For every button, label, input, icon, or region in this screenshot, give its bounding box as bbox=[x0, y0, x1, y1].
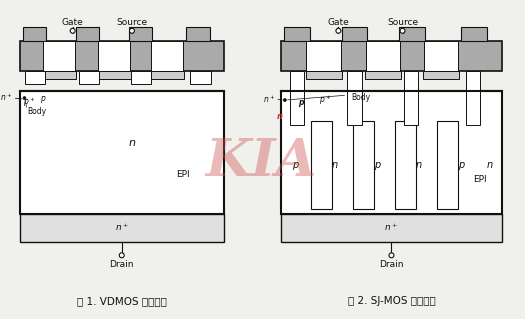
Bar bbox=[19, 91, 224, 214]
Text: EPI: EPI bbox=[176, 170, 190, 179]
Bar bbox=[423, 70, 459, 79]
Bar bbox=[186, 27, 209, 41]
Bar bbox=[466, 70, 480, 125]
Bar bbox=[19, 41, 224, 70]
Text: 图 1. VDMOS 工艺结构: 图 1. VDMOS 工艺结构 bbox=[77, 296, 166, 307]
Bar bbox=[281, 214, 502, 241]
Bar bbox=[424, 41, 458, 70]
Bar bbox=[23, 27, 46, 41]
Bar bbox=[290, 70, 304, 125]
Circle shape bbox=[130, 28, 134, 33]
Bar bbox=[151, 70, 184, 79]
Bar bbox=[281, 41, 502, 70]
Text: $n^+$: $n^+$ bbox=[115, 222, 129, 234]
Bar bbox=[79, 70, 99, 84]
Circle shape bbox=[389, 253, 394, 258]
Text: n: n bbox=[332, 160, 338, 170]
Bar bbox=[98, 41, 130, 70]
Circle shape bbox=[336, 28, 341, 33]
Text: Source: Source bbox=[387, 18, 418, 27]
Bar bbox=[404, 70, 418, 125]
Bar bbox=[311, 121, 332, 209]
Bar bbox=[131, 70, 151, 84]
Text: p: p bbox=[458, 160, 464, 170]
Bar bbox=[342, 27, 367, 41]
Bar bbox=[43, 41, 75, 70]
Circle shape bbox=[70, 28, 75, 33]
Bar bbox=[25, 70, 45, 84]
Circle shape bbox=[119, 253, 124, 258]
Text: n: n bbox=[277, 112, 283, 121]
Text: Body: Body bbox=[352, 93, 371, 102]
Bar bbox=[306, 41, 341, 70]
Text: EPI: EPI bbox=[473, 175, 487, 184]
Text: p: p bbox=[40, 93, 45, 103]
Bar bbox=[19, 214, 224, 241]
Text: Gate: Gate bbox=[62, 18, 83, 27]
Text: $n^+$: $n^+$ bbox=[263, 93, 275, 105]
Bar bbox=[399, 27, 425, 41]
Text: $n^+$: $n^+$ bbox=[0, 91, 12, 103]
Text: p: p bbox=[374, 160, 380, 170]
Text: $n^+$: $n^+$ bbox=[384, 222, 398, 234]
Circle shape bbox=[400, 28, 405, 33]
Text: p: p bbox=[292, 160, 298, 170]
Bar bbox=[129, 27, 152, 41]
Bar bbox=[284, 27, 310, 41]
Text: n: n bbox=[416, 160, 422, 170]
Bar bbox=[347, 70, 362, 125]
Bar bbox=[281, 91, 502, 214]
Bar bbox=[353, 121, 374, 209]
Text: $p^+$: $p^+$ bbox=[319, 93, 331, 107]
Bar bbox=[43, 70, 76, 79]
Text: Source: Source bbox=[117, 18, 148, 27]
Text: Drain: Drain bbox=[379, 260, 404, 269]
Text: Gate: Gate bbox=[328, 18, 349, 27]
Text: n: n bbox=[129, 138, 135, 148]
Text: n: n bbox=[487, 160, 493, 170]
Text: 图 2. SJ-MOS 工艺结构: 图 2. SJ-MOS 工艺结构 bbox=[348, 296, 435, 307]
Bar bbox=[366, 41, 400, 70]
Bar bbox=[365, 70, 401, 79]
Bar bbox=[306, 70, 342, 79]
Bar bbox=[395, 121, 416, 209]
Bar bbox=[151, 41, 183, 70]
Circle shape bbox=[284, 99, 286, 101]
Circle shape bbox=[23, 97, 26, 100]
Bar bbox=[190, 70, 211, 84]
Bar bbox=[461, 27, 487, 41]
Text: KIA: KIA bbox=[206, 137, 317, 188]
Text: Body: Body bbox=[27, 107, 47, 116]
Text: p: p bbox=[298, 98, 303, 107]
Text: Drain: Drain bbox=[110, 260, 134, 269]
Bar bbox=[437, 121, 458, 209]
Text: $p^+$: $p^+$ bbox=[23, 95, 36, 109]
Bar bbox=[98, 70, 131, 79]
Bar bbox=[76, 27, 99, 41]
